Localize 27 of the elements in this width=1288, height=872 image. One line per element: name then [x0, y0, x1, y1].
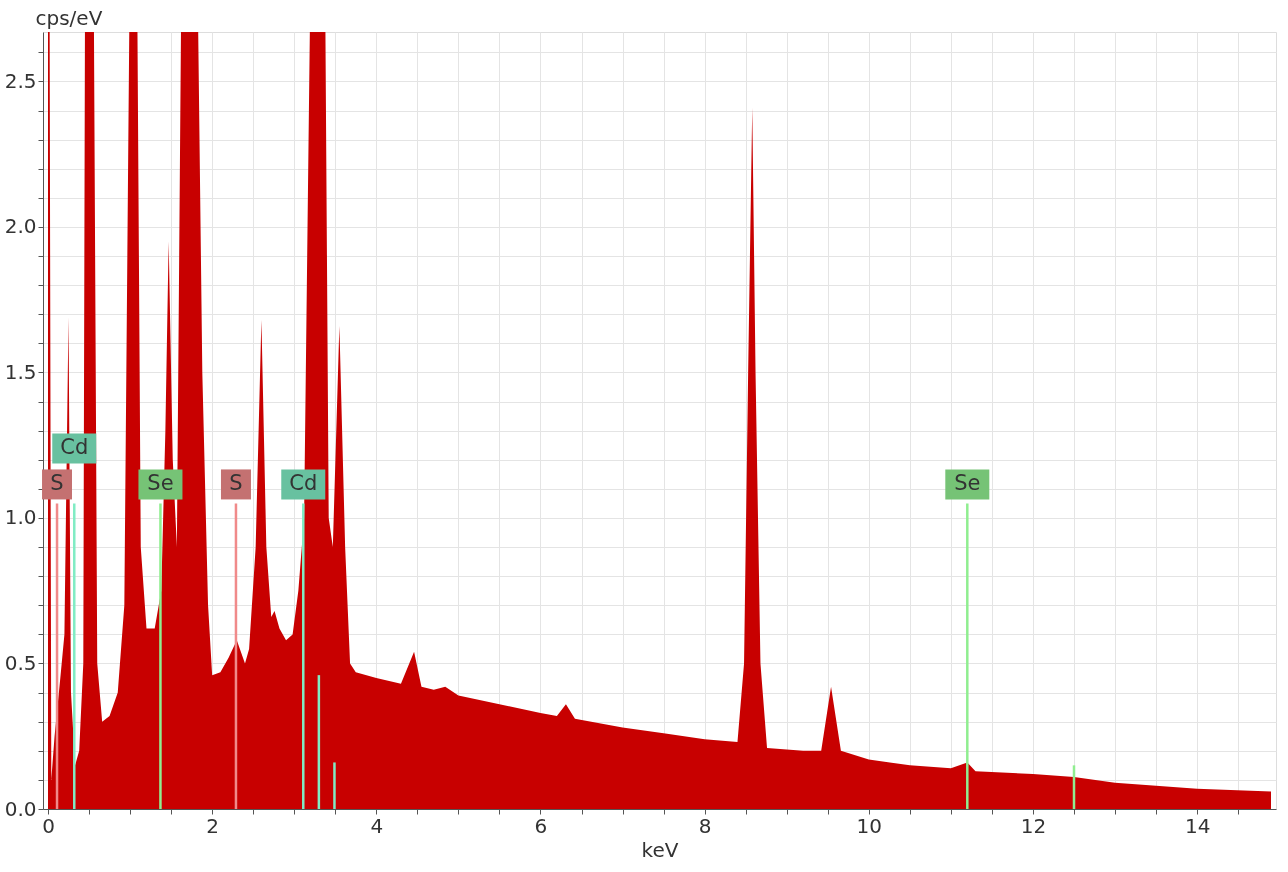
data-label: S — [50, 471, 64, 496]
y-tick-label: 2.0 — [4, 214, 37, 239]
bar — [73, 503, 76, 809]
y-tick-label: 0.5 — [4, 650, 37, 675]
data-label: Cd — [289, 471, 318, 496]
bar — [966, 503, 969, 809]
x-tick-label: 14 — [1184, 813, 1211, 838]
x-tick-label: 6 — [534, 813, 548, 838]
x-tick-label: 8 — [698, 813, 712, 838]
y-axis-title: cps/eV — [35, 5, 103, 30]
bar — [333, 762, 336, 809]
y-tick-label: 0.0 — [4, 796, 37, 821]
x-axis-title: keV — [641, 837, 679, 862]
x-tick-label: 0 — [42, 813, 55, 838]
y-tick-label: 2.5 — [4, 68, 37, 93]
data-label: Se — [147, 471, 174, 496]
x-tick-label: 10 — [856, 813, 883, 838]
data-label: S — [229, 471, 243, 496]
data-label: Cd — [60, 435, 89, 460]
x-tick-label: 2 — [206, 813, 220, 838]
bar — [302, 503, 305, 809]
bar — [159, 503, 162, 809]
y-tick-label: 1.5 — [4, 359, 37, 384]
y-tick-label: 1.0 — [4, 505, 37, 530]
x-tick-label: 4 — [370, 813, 384, 838]
data-label: Se — [954, 471, 981, 496]
x-tick-label: 12 — [1020, 813, 1047, 838]
